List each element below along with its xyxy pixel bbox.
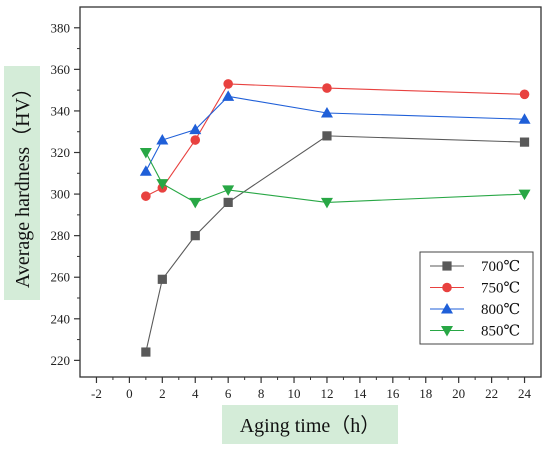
legend-item: 750℃ bbox=[430, 281, 520, 297]
data-point bbox=[190, 135, 201, 145]
x-tick-label: 10 bbox=[288, 386, 301, 401]
legend-marker bbox=[441, 326, 453, 337]
data-point bbox=[519, 89, 530, 100]
y-tick-label: 300 bbox=[51, 187, 71, 202]
data-point bbox=[518, 113, 531, 124]
data-point bbox=[320, 107, 333, 118]
legend-marker bbox=[442, 282, 452, 293]
data-point bbox=[190, 231, 200, 241]
series-2 bbox=[139, 90, 531, 176]
series-1 bbox=[141, 79, 530, 201]
xlabel-highlight bbox=[222, 405, 398, 444]
y-tick-label: 320 bbox=[51, 145, 71, 160]
data-point bbox=[223, 197, 233, 207]
y-tick-label: 380 bbox=[51, 20, 71, 35]
x-tick-label: 14 bbox=[353, 386, 367, 401]
legend-label: 700℃ bbox=[481, 259, 520, 275]
data-point bbox=[139, 148, 152, 159]
data-point bbox=[222, 90, 235, 101]
legend-label: 850℃ bbox=[481, 324, 520, 340]
series-layer bbox=[139, 79, 531, 357]
data-point bbox=[189, 197, 202, 209]
legend-label: 800℃ bbox=[481, 302, 520, 318]
legend-item: 700℃ bbox=[430, 259, 520, 275]
data-point bbox=[222, 185, 235, 196]
y-axis-title: Average hardness（HV） bbox=[11, 78, 34, 288]
y-tick-label: 240 bbox=[51, 311, 71, 326]
data-point bbox=[322, 83, 332, 93]
data-point bbox=[189, 123, 202, 135]
data-point bbox=[141, 191, 151, 201]
legend-label: 750℃ bbox=[481, 281, 520, 297]
x-tick-label: 6 bbox=[225, 386, 232, 401]
x-tick-label: 8 bbox=[258, 386, 265, 401]
y-tick-label: 260 bbox=[51, 270, 71, 285]
legend: 700℃ 750℃ 800℃ 850℃ bbox=[419, 251, 534, 345]
ylabel-highlight bbox=[4, 66, 40, 300]
x-tick-label: 22 bbox=[485, 386, 498, 401]
data-point bbox=[518, 189, 531, 201]
data-point bbox=[141, 347, 151, 357]
data-point bbox=[157, 274, 167, 284]
legend-marker bbox=[442, 261, 452, 271]
series-line bbox=[145, 135, 525, 353]
x-tick-label: 4 bbox=[192, 386, 199, 401]
x-tick-label: 0 bbox=[126, 386, 133, 401]
y-tick-label: 220 bbox=[51, 353, 71, 368]
data-point bbox=[322, 131, 332, 141]
series-line bbox=[145, 152, 525, 203]
data-point bbox=[156, 179, 169, 190]
x-axis-title: Aging time（h） bbox=[240, 414, 381, 437]
legend-box bbox=[419, 251, 534, 345]
y-tick-label: 360 bbox=[51, 62, 71, 77]
x-tick-label: 18 bbox=[419, 386, 432, 401]
data-point bbox=[156, 134, 169, 145]
y-tick-label: 340 bbox=[51, 103, 71, 118]
data-point bbox=[519, 137, 530, 147]
legend-item: 850℃ bbox=[430, 324, 520, 340]
axis-label-backgrounds bbox=[4, 66, 398, 444]
x-tick-label: 16 bbox=[386, 386, 400, 401]
data-point bbox=[320, 197, 333, 209]
axes: -2 0 2 4 6 8 10 12 14 16 18 20 22 2422024026028030032… bbox=[11, 6, 542, 437]
x-tick-label: 20 bbox=[452, 386, 465, 401]
series-3 bbox=[139, 148, 531, 209]
x-tick-label: 12 bbox=[320, 386, 333, 401]
x-tick-label: 2 bbox=[159, 386, 166, 401]
legend-item: 800℃ bbox=[430, 302, 520, 318]
x-tick-label: 24 bbox=[518, 386, 532, 401]
y-tick-label: 280 bbox=[51, 228, 71, 243]
x-tick-label: -2 bbox=[91, 386, 102, 401]
legend-marker bbox=[441, 303, 453, 314]
data-point bbox=[139, 165, 152, 176]
series-0 bbox=[141, 131, 530, 357]
series-line bbox=[145, 95, 525, 172]
data-point bbox=[223, 79, 233, 89]
